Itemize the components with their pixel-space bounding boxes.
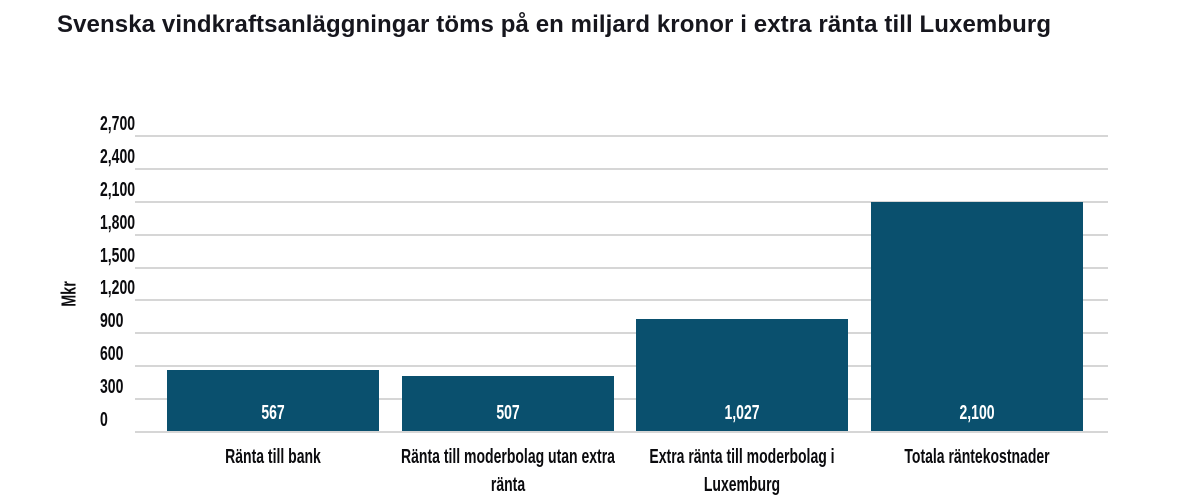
gridline xyxy=(135,167,1108,170)
bar xyxy=(636,319,849,431)
category-label: Ränta till moderbolag utan extra ränta xyxy=(400,446,615,496)
y-tick-label: 1,200 xyxy=(100,277,136,300)
gridline xyxy=(135,398,1108,401)
bar-value-label: 507 xyxy=(496,402,520,424)
y-tick-label: 900 xyxy=(100,310,124,333)
y-tick-label: 1,500 xyxy=(100,244,136,267)
gridline xyxy=(135,200,1108,203)
gridline xyxy=(135,135,1108,137)
y-tick-label: 0 xyxy=(100,409,108,431)
chart-title: Svenska vindkraftsanläggningar töms på e… xyxy=(57,11,1052,38)
gridline xyxy=(135,365,1108,368)
y-tick-label: 2,400 xyxy=(100,145,136,168)
bar-value-label: 1,027 xyxy=(724,402,760,424)
gridline xyxy=(135,233,1108,236)
category-label: Totala räntekostnader xyxy=(904,446,1050,468)
y-tick-label: 2,700 xyxy=(100,113,136,135)
gridline xyxy=(135,431,1108,433)
category-label: Ränta till bank xyxy=(225,446,321,468)
y-tick-label: 2,100 xyxy=(100,178,136,201)
bar-value-label: 2,100 xyxy=(959,402,995,424)
y-tick-label: 300 xyxy=(100,376,124,399)
bar xyxy=(167,369,379,431)
y-tick-label: 600 xyxy=(100,343,124,366)
gridline xyxy=(135,332,1108,335)
y-tick-label: 1,800 xyxy=(100,211,136,234)
category-label: Extra ränta till moderbolag i Luxemburg xyxy=(649,446,835,496)
bar-value-label: 567 xyxy=(261,402,285,424)
gridline xyxy=(135,266,1108,269)
bar xyxy=(401,376,614,431)
bar xyxy=(871,201,1084,431)
gridline xyxy=(135,299,1108,302)
